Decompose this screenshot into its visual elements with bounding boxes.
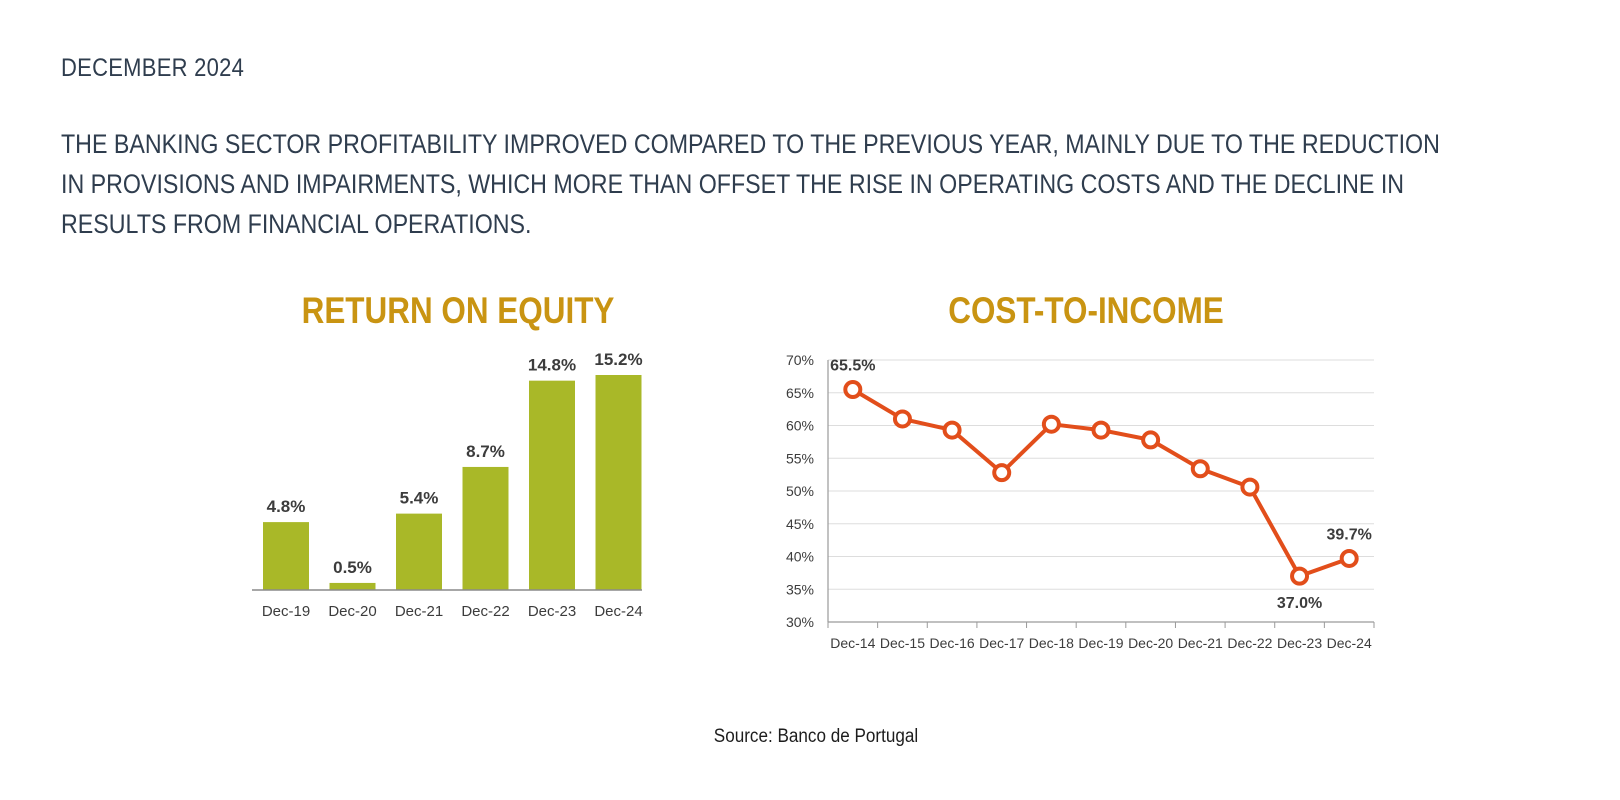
- roe-bar-dec-20: [329, 582, 376, 590]
- roe-bar-dec-22: [462, 466, 509, 590]
- cti-point-dec-23: [1290, 566, 1310, 586]
- cti-point-dec-20: [1141, 430, 1161, 450]
- cti-y-tick-label: 40%: [786, 549, 814, 565]
- cti-point-dec-18: [1041, 414, 1061, 434]
- roe-bar-dec-21: [396, 513, 442, 590]
- report-date: DECEMBER 2024: [61, 54, 245, 82]
- cti-y-tick-label: 30%: [786, 614, 814, 630]
- cti-point-dec-15: [892, 409, 912, 429]
- cti-chart-title: COST-TO-INCOME: [948, 290, 1224, 331]
- cti-x-tick-label: Dec-18: [1029, 635, 1074, 651]
- cti-point-dec-14: [843, 379, 863, 399]
- cti-x-tick-label: Dec-21: [1178, 635, 1223, 651]
- cti-y-tick-label: 65%: [786, 385, 814, 401]
- roe-x-tick-label: Dec-23: [528, 603, 576, 620]
- cti-y-tick-label: 60%: [786, 418, 814, 434]
- cti-x-tick-label: Dec-19: [1078, 635, 1123, 651]
- cti-y-tick-label: 70%: [786, 352, 814, 368]
- cti-data-label: 37.0%: [1277, 595, 1322, 612]
- cti-point-dec-21: [1190, 459, 1210, 479]
- cti-point-dec-19: [1091, 420, 1111, 440]
- roe-bar-dec-23: [529, 380, 575, 590]
- cti-series-line: [851, 387, 1350, 579]
- roe-x-tick-label: Dec-20: [328, 603, 376, 620]
- roe-x-tick-label: Dec-22: [461, 603, 509, 620]
- roe-data-label: 5.4%: [400, 489, 439, 508]
- cti-x-tick-label: Dec-22: [1227, 635, 1272, 651]
- cti-data-label: 39.7%: [1326, 526, 1371, 543]
- source-note: Source: Banco de Portugal: [713, 726, 919, 747]
- headline-line-1: THE BANKING SECTOR PROFITABILITY IMPROVE…: [61, 129, 1440, 159]
- roe-x-tick-label: Dec-19: [262, 603, 310, 620]
- cti-x-tick-label: Dec-23: [1277, 635, 1322, 651]
- roe-x-tick-label: Dec-21: [395, 603, 443, 620]
- headline-line-2: IN PROVISIONS AND IMPAIRMENTS, WHICH MOR…: [61, 169, 1405, 199]
- cti-data-label: 65.5%: [830, 357, 875, 374]
- cti-y-tick-label: 50%: [786, 483, 814, 499]
- roe-bar-dec-19: [263, 522, 309, 590]
- cti-point-dec-24: [1339, 548, 1359, 568]
- cti-x-tick-label: Dec-24: [1327, 635, 1372, 651]
- cti-x-tick-label: Dec-14: [830, 635, 875, 651]
- roe-data-label: 4.8%: [267, 497, 306, 516]
- cti-point-dec-17: [992, 463, 1012, 483]
- cti-x-tick-label: Dec-16: [930, 635, 975, 651]
- cti-point-dec-16: [942, 420, 962, 440]
- cti-y-tick-label: 35%: [786, 581, 814, 597]
- roe-data-label: 8.7%: [466, 442, 505, 461]
- cti-x-tick-label: Dec-15: [880, 635, 925, 651]
- headline: THE BANKING SECTOR PROFITABILITY IMPROVE…: [61, 124, 1440, 244]
- roe-chart-title: RETURN ON EQUITY: [301, 290, 615, 331]
- cti-y-tick-label: 55%: [786, 450, 814, 466]
- cti-y-tick-label: 45%: [786, 516, 814, 532]
- roe-data-label: 0.5%: [333, 558, 372, 577]
- headline-line-3: RESULTS FROM FINANCIAL OPERATIONS.: [61, 209, 532, 239]
- cti-x-tick-label: Dec-20: [1128, 635, 1173, 651]
- cti-x-tick-label: Dec-17: [979, 635, 1024, 651]
- roe-data-label: 14.8%: [528, 356, 576, 375]
- roe-bar-dec-24: [595, 375, 642, 590]
- cti-point-dec-22: [1240, 477, 1260, 497]
- roe-x-tick-label: Dec-24: [594, 603, 642, 620]
- roe-data-label: 15.2%: [594, 350, 642, 369]
